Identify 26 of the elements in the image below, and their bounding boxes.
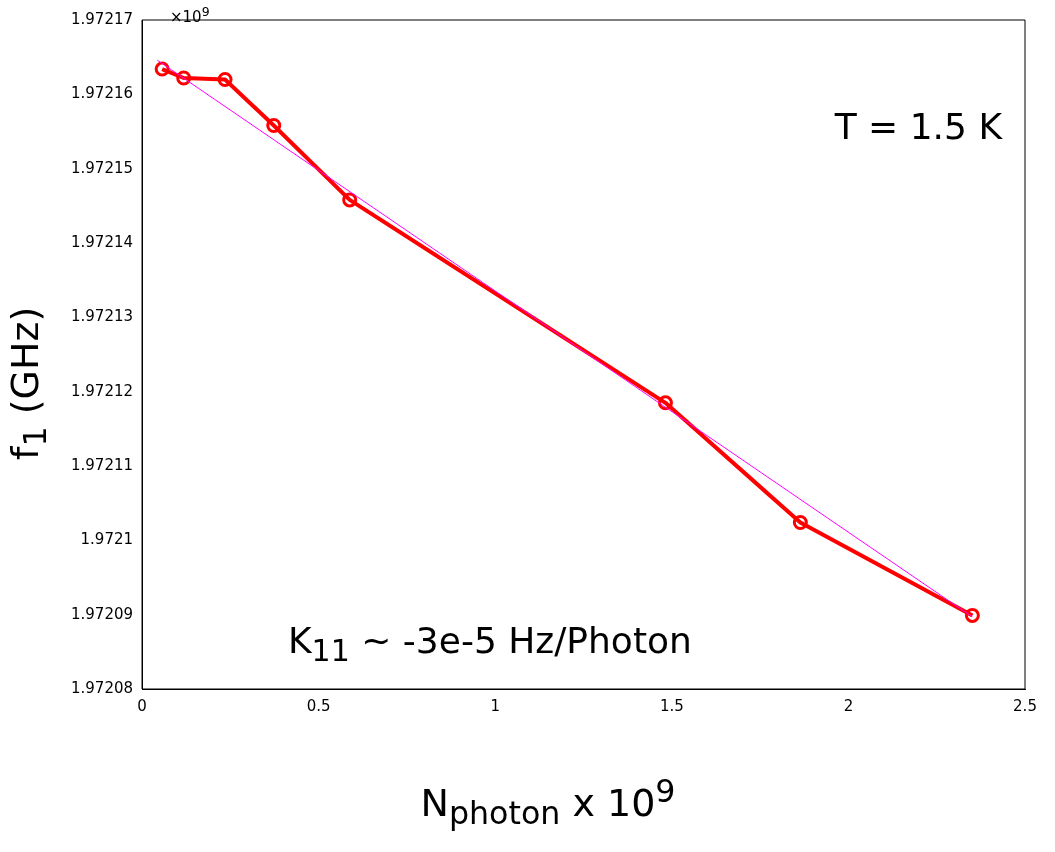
- y-tick-label: 1.9721: [80, 530, 134, 549]
- x-tick-label: 0: [137, 696, 147, 715]
- y-tick-label: 1.97214: [71, 232, 134, 251]
- y-tick-label: 1.97217: [71, 9, 134, 28]
- x-tick-label: 2.5: [1013, 696, 1037, 715]
- x-tick-label: 0.5: [306, 696, 331, 715]
- point: [964, 607, 980, 623]
- y-tick-label: 1.97209: [71, 604, 134, 623]
- annotation: T = 1.5 K: [834, 106, 1002, 147]
- point: [792, 514, 808, 530]
- y-tick-label: 1.97216: [71, 84, 134, 103]
- y-tick-label: 1.97215: [71, 158, 134, 177]
- x-tick-label: 1.5: [659, 696, 684, 715]
- x-axis-title: N$_{photon}$ x 10$^{9}$: [419, 773, 677, 832]
- y-tick-label: 1.97213: [71, 307, 134, 326]
- annotation: ×10$^{9}$: [170, 4, 210, 26]
- y-tick-label: 1.97208: [71, 678, 134, 697]
- y-tick-label: 1.97211: [71, 455, 134, 474]
- point: [217, 71, 233, 87]
- point: [176, 70, 192, 86]
- annotation: K$_{11}$ ~ -3e-5 Hz/Photon: [288, 620, 692, 669]
- x-tick-label: 2: [843, 696, 854, 715]
- point: [342, 192, 358, 208]
- y-tick-label: 1.97212: [71, 381, 134, 400]
- point: [266, 118, 282, 134]
- x-tick-label: 1: [490, 696, 500, 715]
